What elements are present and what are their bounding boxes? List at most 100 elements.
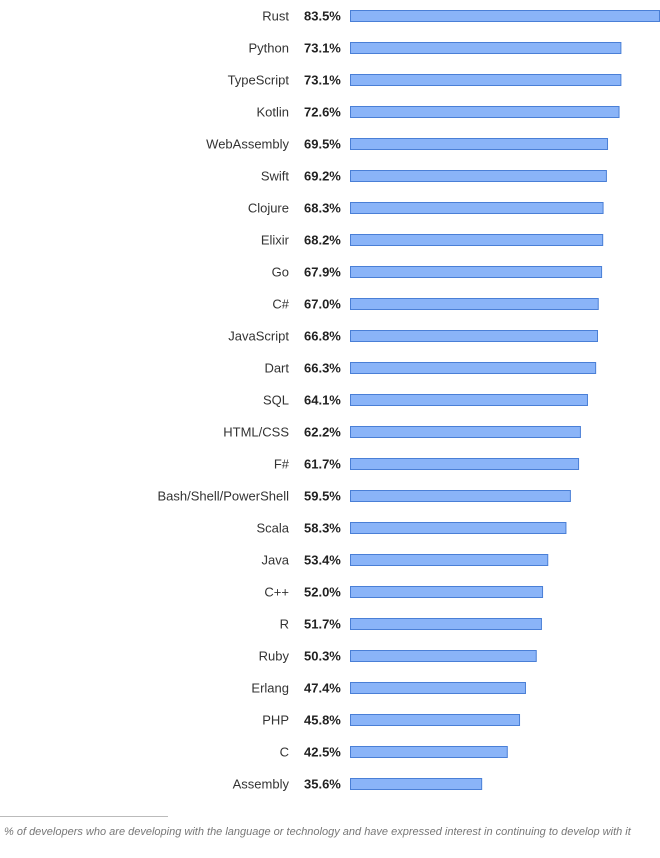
bar-row-clojure: Clojure 68.3% bbox=[248, 201, 604, 216]
bar-row-c: C# 67.0% bbox=[272, 297, 599, 312]
value-label: 50.3% bbox=[304, 649, 341, 664]
value-label: 52.0% bbox=[304, 585, 341, 600]
category-label: Erlang bbox=[251, 681, 289, 696]
value-label: 83.5% bbox=[304, 9, 341, 24]
bar bbox=[350, 42, 622, 54]
value-label: 51.7% bbox=[304, 617, 341, 632]
bar-row-html-css: HTML/CSS 62.2% bbox=[223, 425, 581, 440]
bar bbox=[350, 298, 599, 310]
category-label: Assembly bbox=[233, 777, 290, 792]
bar-row-swift: Swift 69.2% bbox=[261, 169, 607, 184]
category-label: Ruby bbox=[259, 649, 290, 664]
value-label: 62.2% bbox=[304, 425, 341, 440]
category-label: Rust bbox=[262, 9, 289, 24]
bar bbox=[350, 10, 660, 22]
value-label: 68.2% bbox=[304, 233, 341, 248]
category-label: Go bbox=[272, 265, 289, 280]
bar bbox=[350, 778, 483, 790]
bar-row-bash-shell-powershell: Bash/Shell/PowerShell 59.5% bbox=[157, 489, 571, 504]
bar-chart: Rust 83.5% Python 73.1% TypeScript 73.1% Kotli… bbox=[157, 9, 660, 792]
bar-row-assembly: Assembly 35.6% bbox=[233, 777, 483, 792]
bar-row-c: C++ 52.0% bbox=[264, 585, 544, 600]
value-label: 66.8% bbox=[304, 329, 341, 344]
value-label: 72.6% bbox=[304, 105, 341, 120]
category-label: C++ bbox=[264, 585, 289, 600]
bar bbox=[350, 586, 544, 598]
bar bbox=[350, 170, 607, 182]
value-label: 67.9% bbox=[304, 265, 341, 280]
category-label: SQL bbox=[263, 393, 289, 408]
category-label: JavaScript bbox=[228, 329, 289, 344]
bar-row-python: Python 73.1% bbox=[249, 41, 622, 56]
bar-row-javascript: JavaScript 66.8% bbox=[228, 329, 598, 344]
value-label: 73.1% bbox=[304, 73, 341, 88]
bar-row-elixir: Elixir 68.2% bbox=[261, 233, 604, 248]
bar bbox=[350, 330, 598, 342]
footnote-divider bbox=[0, 816, 168, 817]
category-label: Java bbox=[262, 553, 290, 568]
category-label: WebAssembly bbox=[206, 137, 289, 152]
bar bbox=[350, 138, 609, 150]
bar-row-erlang: Erlang 47.4% bbox=[251, 681, 526, 696]
bar bbox=[350, 362, 597, 374]
bar-row-rust: Rust 83.5% bbox=[262, 9, 660, 24]
bar bbox=[350, 106, 620, 118]
bar-row-kotlin: Kotlin 72.6% bbox=[256, 105, 620, 120]
value-label: 58.3% bbox=[304, 521, 341, 536]
bar bbox=[350, 202, 604, 214]
footnote: % of developers who are developing with … bbox=[4, 826, 631, 838]
category-label: Python bbox=[249, 41, 289, 56]
bar bbox=[350, 714, 521, 726]
value-label: 66.3% bbox=[304, 361, 341, 376]
bar bbox=[350, 554, 549, 566]
value-label: 64.1% bbox=[304, 393, 341, 408]
category-label: Dart bbox=[264, 361, 289, 376]
category-label: Bash/Shell/PowerShell bbox=[157, 489, 289, 504]
value-label: 68.3% bbox=[304, 201, 341, 216]
category-label: TypeScript bbox=[228, 73, 290, 88]
category-label: C# bbox=[272, 297, 289, 312]
bar-row-scala: Scala 58.3% bbox=[256, 521, 567, 536]
category-label: Scala bbox=[256, 521, 289, 536]
bar-row-java: Java 53.4% bbox=[262, 553, 549, 568]
bar bbox=[350, 426, 581, 438]
bar bbox=[350, 746, 508, 758]
category-label: F# bbox=[274, 457, 290, 472]
category-label: Swift bbox=[261, 169, 290, 184]
bar-row-php: PHP 45.8% bbox=[262, 713, 521, 728]
bar bbox=[350, 234, 604, 246]
value-label: 73.1% bbox=[304, 41, 341, 56]
value-label: 42.5% bbox=[304, 745, 341, 760]
bar-row-c: C 42.5% bbox=[280, 745, 508, 760]
value-label: 53.4% bbox=[304, 553, 341, 568]
bar bbox=[350, 266, 603, 278]
bar bbox=[350, 394, 588, 406]
bar-row-dart: Dart 66.3% bbox=[264, 361, 597, 376]
value-label: 69.2% bbox=[304, 169, 341, 184]
bar-row-sql: SQL 64.1% bbox=[263, 393, 588, 408]
bar bbox=[350, 682, 526, 694]
bar-row-go: Go 67.9% bbox=[272, 265, 603, 280]
bar-row-r: R 51.7% bbox=[280, 617, 542, 632]
bar bbox=[350, 458, 580, 470]
bar bbox=[350, 522, 567, 534]
bar-row-typescript: TypeScript 73.1% bbox=[228, 73, 622, 88]
value-label: 67.0% bbox=[304, 297, 341, 312]
category-label: PHP bbox=[262, 713, 289, 728]
bar bbox=[350, 650, 537, 662]
category-label: R bbox=[280, 617, 289, 632]
category-label: Clojure bbox=[248, 201, 289, 216]
category-label: Elixir bbox=[261, 233, 290, 248]
category-label: Kotlin bbox=[256, 105, 289, 120]
bar-row-ruby: Ruby 50.3% bbox=[259, 649, 537, 664]
bar bbox=[350, 490, 571, 502]
value-label: 45.8% bbox=[304, 713, 341, 728]
value-label: 69.5% bbox=[304, 137, 341, 152]
bar bbox=[350, 74, 622, 86]
bar-row-webassembly: WebAssembly 69.5% bbox=[206, 137, 609, 152]
bar-row-f: F# 61.7% bbox=[274, 457, 580, 472]
value-label: 59.5% bbox=[304, 489, 341, 504]
category-label: C bbox=[280, 745, 289, 760]
category-label: HTML/CSS bbox=[223, 425, 289, 440]
value-label: 35.6% bbox=[304, 777, 341, 792]
